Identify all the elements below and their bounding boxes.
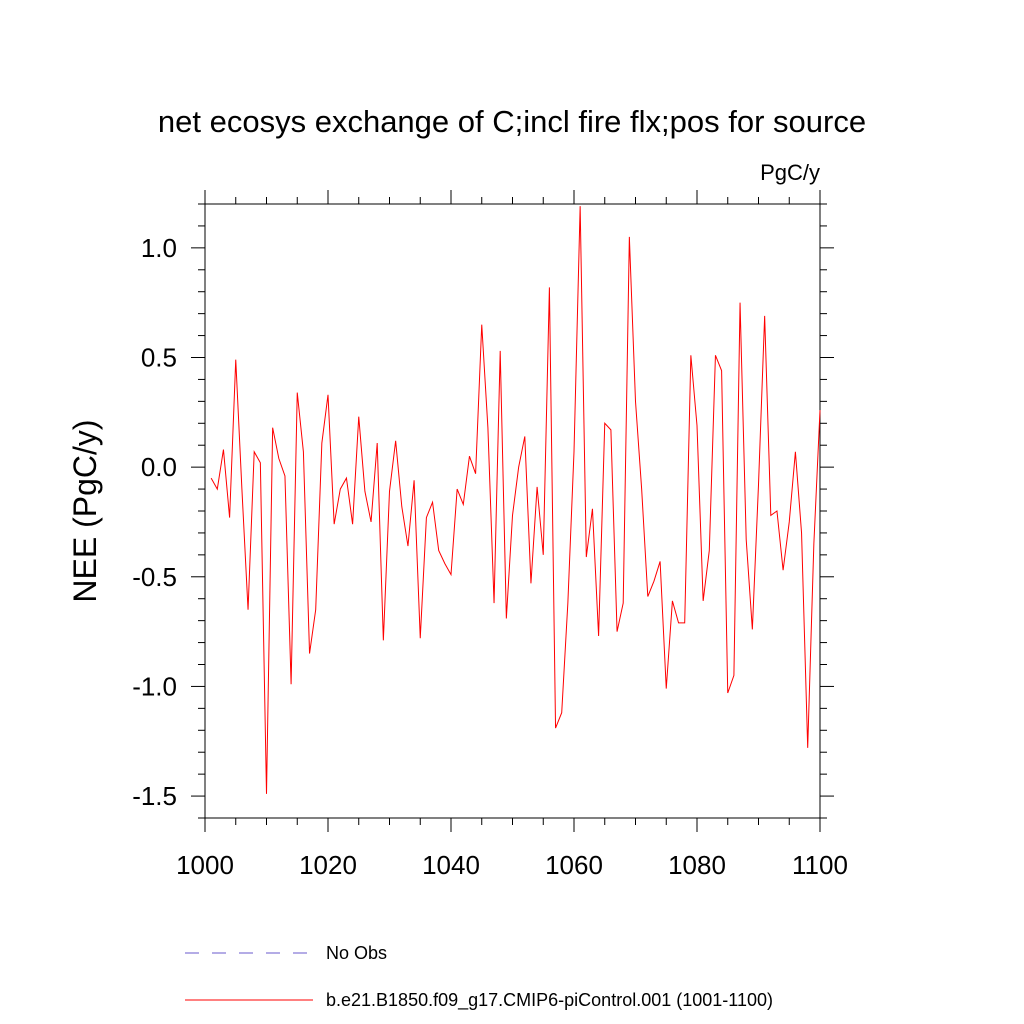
series-lines	[210, 206, 821, 794]
y-tick-label: -1.5	[132, 781, 177, 811]
x-tick-label: 1080	[668, 850, 726, 880]
x-tick-label: 1060	[545, 850, 603, 880]
y-tick-label: 1.0	[141, 233, 177, 263]
units-label: PgC/y	[760, 160, 820, 185]
legend-label-no-obs: No Obs	[326, 943, 387, 963]
y-tick-label: -1.0	[132, 671, 177, 701]
x-tick-label: 1000	[176, 850, 234, 880]
x-tick-label: 1100	[792, 850, 848, 880]
plot-frame	[204, 203, 821, 819]
y-tick-label: 0.5	[141, 343, 177, 373]
y-axis-label: NEE (PgC/y)	[67, 419, 103, 602]
x-tick-label: 1040	[422, 850, 480, 880]
y-tick-label: -0.5	[132, 562, 177, 592]
legend: No Obs b.e21.B1850.f09_g17.CMIP6-piContr…	[185, 943, 773, 1011]
y-tick-label: 0.0	[141, 452, 177, 482]
x-tick-label: 1020	[299, 850, 357, 880]
series-line-1	[210, 206, 821, 794]
axis-ticks	[191, 190, 834, 832]
axis-tick-labels: 1000 1020 1040 1060 1080 1100 1.0 0.5 0.0 -0.5 -1.…	[132, 233, 848, 880]
chart-title: net ecosys exchange of C;incl fire flx;p…	[158, 104, 866, 139]
legend-label-picontrol: b.e21.B1850.f09_g17.CMIP6-piControl.001 …	[326, 990, 773, 1011]
